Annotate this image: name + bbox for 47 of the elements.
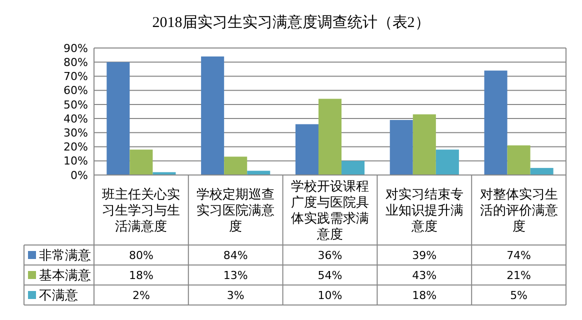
x-tick-label: 学校定期巡查实习医院满意度 — [196, 188, 275, 235]
bar — [130, 150, 153, 175]
data-label: 36% — [318, 248, 342, 262]
x-tick-label: 学校开设课程广度与医院具体实践需求满意度 — [291, 180, 369, 243]
data-label: 84% — [223, 248, 248, 262]
legend-label: 基本满意 — [39, 268, 91, 284]
x-tick-label: 班主任关心实习生学习与生活满意度 — [102, 186, 180, 235]
data-label: 2% — [132, 288, 150, 302]
bar — [412, 114, 436, 175]
y-tick-label: 80% — [64, 56, 88, 69]
data-label: 10% — [318, 288, 342, 302]
data-label: 18% — [412, 288, 437, 302]
y-tick-label: 50% — [64, 98, 88, 112]
bar — [530, 168, 554, 175]
data-label: 54% — [318, 268, 342, 282]
bar — [507, 145, 530, 175]
y-tick-label: 60% — [64, 84, 88, 98]
bar — [342, 160, 365, 175]
bar — [295, 124, 318, 175]
bar — [484, 70, 508, 175]
data-label: 43% — [412, 268, 437, 282]
y-tick-label: 30% — [64, 126, 88, 140]
legend-label: 非常满意 — [39, 248, 91, 264]
bar — [106, 62, 130, 175]
data-label: 80% — [128, 248, 154, 262]
x-tick-label: 对实习结束专业知识提升满意度 — [385, 188, 464, 235]
y-tick-label: 40% — [64, 112, 88, 126]
data-label: 39% — [412, 248, 437, 262]
bar — [390, 120, 413, 175]
y-tick-label: 70% — [64, 70, 88, 84]
chart-title: 2018届实习生实习满意度调查统计（表2） — [152, 14, 430, 31]
y-tick-label: 10% — [64, 154, 88, 168]
data-label: 5% — [510, 288, 528, 302]
bar — [318, 98, 342, 175]
x-tick-label: 对整体实习生活的评价满意度 — [480, 188, 558, 235]
y-tick-label: 90% — [64, 42, 88, 55]
data-label: 3% — [226, 288, 244, 302]
bar — [436, 150, 459, 175]
y-tick-label: 20% — [64, 140, 88, 154]
data-label: 18% — [128, 268, 154, 282]
y-tick-label: 0% — [70, 168, 88, 182]
legend-label: 不满意 — [39, 288, 78, 304]
data-label: 21% — [506, 268, 532, 282]
bar — [201, 56, 224, 175]
data-label: 13% — [223, 268, 248, 282]
bar — [224, 156, 248, 175]
data-label: 74% — [506, 248, 532, 262]
